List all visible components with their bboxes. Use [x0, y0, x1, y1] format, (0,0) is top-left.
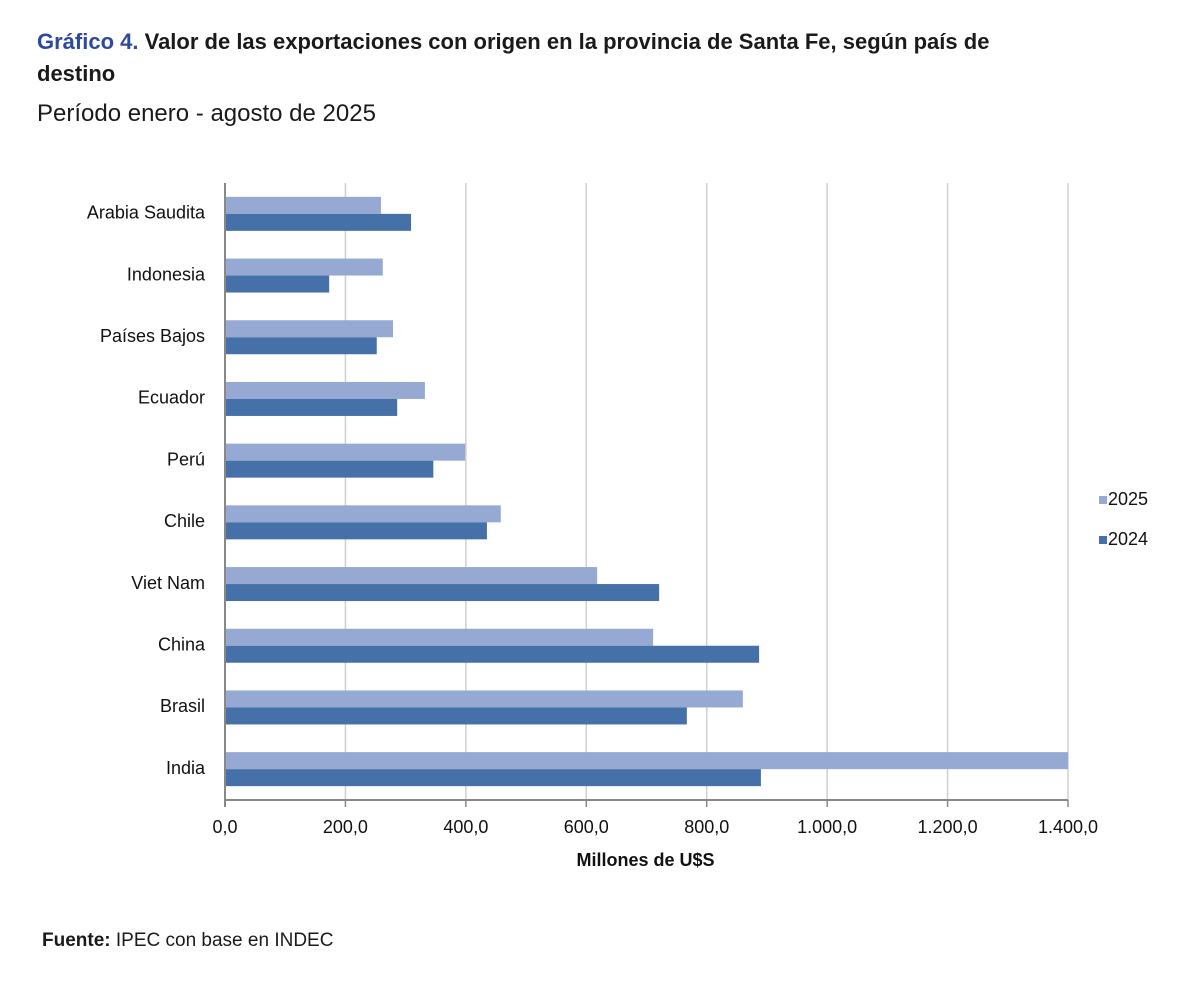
y-tick-label: India	[166, 758, 206, 778]
bar	[225, 275, 330, 293]
source-text: IPEC con base en INDEC	[115, 930, 334, 951]
x-tick-label: 800,0	[684, 817, 729, 837]
bar	[225, 752, 1068, 770]
bar	[225, 584, 660, 602]
x-tick-label: 1.400,0	[1038, 817, 1098, 837]
bar	[225, 707, 687, 725]
legend-swatch	[1099, 496, 1107, 504]
source: Fuente: IPEC con base en INDEC	[42, 930, 333, 952]
bar	[225, 398, 398, 416]
chart-title: Valor de las exportaciones con origen en…	[37, 29, 990, 86]
legend-swatch	[1099, 536, 1107, 544]
x-axis-label: Millones de U$S	[576, 850, 714, 870]
legend-label: 2025	[1108, 489, 1148, 509]
x-tick-label: 200,0	[323, 817, 368, 837]
y-tick-label: Viet Nam	[131, 573, 205, 593]
bar	[225, 567, 598, 585]
bar	[225, 258, 383, 276]
bar	[225, 337, 377, 355]
x-tick-label: 400,0	[443, 817, 488, 837]
bar	[225, 645, 760, 663]
bar	[225, 628, 654, 646]
bar	[225, 196, 381, 214]
bar	[225, 460, 434, 478]
x-tick-label: 1.200,0	[918, 817, 978, 837]
x-tick-label: 600,0	[564, 817, 609, 837]
y-tick-label: Indonesia	[127, 264, 206, 284]
bar	[225, 381, 425, 399]
bar	[225, 443, 466, 461]
legend-label: 2024	[1108, 529, 1148, 549]
bar	[225, 320, 393, 338]
bar	[225, 769, 761, 787]
source-label: Fuente:	[42, 930, 111, 951]
bar	[225, 690, 743, 708]
bar	[225, 522, 487, 540]
y-tick-label: Brasil	[160, 696, 205, 716]
y-tick-label: Ecuador	[138, 388, 205, 408]
bar	[225, 505, 501, 523]
chart-subtitle: Período enero - agosto de 2025	[37, 100, 376, 127]
x-tick-label: 1.000,0	[797, 817, 857, 837]
bar	[225, 213, 412, 231]
title-block: Gráfico 4. Valor de las exportaciones co…	[37, 26, 1037, 90]
title-label: Gráfico 4.	[37, 29, 139, 54]
x-tick-label: 0,0	[212, 817, 237, 837]
y-tick-label: Chile	[164, 511, 205, 531]
y-tick-label: Perú	[167, 449, 205, 469]
y-tick-label: China	[158, 635, 206, 655]
y-tick-label: Países Bajos	[100, 326, 205, 346]
y-tick-label: Arabia Saudita	[87, 203, 206, 223]
